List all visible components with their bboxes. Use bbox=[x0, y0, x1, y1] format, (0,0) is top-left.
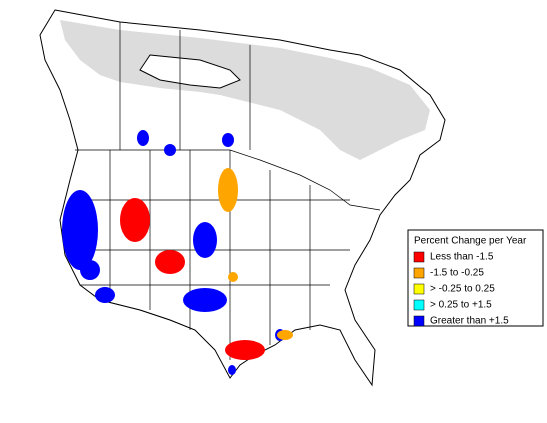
legend-label: > 0.25 to +1.5 bbox=[430, 300, 492, 311]
region-increase bbox=[183, 288, 227, 312]
region-increase bbox=[95, 287, 115, 303]
legend-box bbox=[407, 229, 544, 327]
region-white bbox=[139, 54, 241, 89]
legend-swatch bbox=[413, 299, 425, 311]
legend-label: -1.5 to -0.25 bbox=[430, 268, 484, 279]
legend-label: Greater than +1.5 bbox=[430, 316, 509, 327]
region-decrease bbox=[120, 198, 150, 242]
legend-swatch bbox=[413, 251, 425, 263]
region-increase bbox=[164, 144, 176, 156]
legend-label: Less than -1.5 bbox=[430, 252, 494, 263]
region-increase bbox=[222, 133, 234, 147]
region-decrease bbox=[155, 250, 185, 274]
region-increase bbox=[193, 222, 217, 258]
region-moderate-decrease bbox=[228, 272, 238, 282]
legend-swatch bbox=[413, 315, 425, 327]
change-regions bbox=[62, 130, 293, 375]
legend-label: > -0.25 to 0.25 bbox=[430, 284, 495, 295]
legend-title: Percent Change per Year bbox=[414, 236, 527, 247]
region-decrease bbox=[225, 340, 265, 360]
region-increase bbox=[62, 190, 98, 270]
region-increase bbox=[228, 365, 236, 375]
region-moderate-decrease bbox=[277, 330, 293, 340]
region-increase bbox=[137, 130, 149, 146]
border-us-mexico bbox=[99, 299, 216, 351]
legend-swatch bbox=[413, 267, 425, 279]
region-increase bbox=[80, 260, 100, 280]
region-moderate-decrease bbox=[218, 168, 238, 212]
legend-swatch bbox=[413, 283, 425, 295]
state-lines bbox=[70, 22, 350, 360]
